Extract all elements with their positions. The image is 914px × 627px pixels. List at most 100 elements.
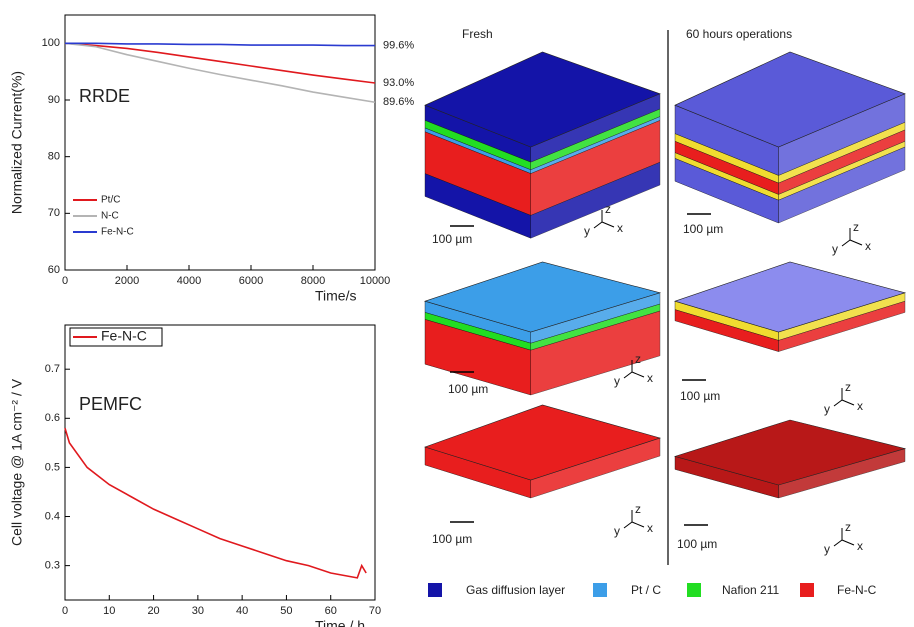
y-tick-label: 0.3 [45, 560, 60, 572]
axis-letter: z [853, 220, 859, 234]
column-title: Fresh [462, 27, 493, 41]
axis-arrow [623, 521, 633, 529]
y-axis-label: Cell voltage @ 1A cm⁻² / V [9, 378, 25, 546]
x-tick-label: 6000 [239, 275, 263, 287]
axis-arrow [631, 521, 645, 528]
y-axis-label: Normalized Current(%) [9, 71, 25, 214]
legend-label: Fe-N-C [101, 328, 147, 344]
scale-bar-label: 100 µm [448, 382, 488, 396]
axis-arrow [833, 399, 843, 407]
scale-bar-label: 100 µm [677, 537, 717, 551]
axis-letter: y [824, 402, 830, 416]
axis-letter: y [824, 542, 830, 556]
x-tick-label: 10000 [360, 275, 391, 287]
axis-letter: x [857, 399, 863, 413]
axis-arrow [841, 399, 855, 406]
axis-letter: x [865, 239, 871, 253]
x-tick-label: 30 [192, 605, 204, 617]
axis-letter: y [614, 524, 620, 538]
end-label: 89.6% [383, 96, 414, 108]
axis-letter: z [845, 520, 851, 534]
scale-bar-label: 100 µm [680, 389, 720, 403]
x-tick-label: 8000 [301, 275, 325, 287]
x-tick-label: 70 [369, 605, 381, 617]
legend-label: Gas diffusion layer [466, 583, 565, 597]
axis-letter: y [614, 374, 620, 388]
axis-letter: y [832, 242, 838, 256]
axis-letter: z [605, 202, 611, 216]
x-tick-label: 0 [62, 275, 68, 287]
legend-swatch [593, 583, 607, 597]
legend-swatch [800, 583, 814, 597]
render-layer [778, 146, 906, 224]
x-tick-label: 10 [103, 605, 115, 617]
y-tick-label: 100 [42, 37, 60, 49]
series-line [64, 42, 376, 104]
x-axis-label: Time / h [315, 618, 365, 627]
y-tick-label: 90 [48, 94, 60, 106]
scale-bar-label: 100 µm [432, 532, 472, 546]
scale-bar-label: 100 µm [432, 232, 472, 246]
axis-arrow [593, 221, 603, 229]
axis-arrow [601, 221, 615, 228]
axis-letter: y [584, 224, 590, 238]
render-top [674, 261, 907, 333]
x-tick-label: 20 [147, 605, 159, 617]
render-top [423, 261, 662, 333]
plot-frame [64, 14, 376, 271]
legend-label: Pt / C [631, 583, 661, 597]
x-tick-label: 0 [62, 605, 68, 617]
axis-letter: x [647, 521, 653, 535]
x-tick-label: 4000 [177, 275, 201, 287]
end-label: 93.0% [383, 77, 414, 89]
legend-swatch [687, 583, 701, 597]
axis-letter: x [617, 221, 623, 235]
axis-arrow [631, 371, 645, 378]
series-line [64, 427, 367, 579]
y-tick-label: 0.4 [45, 510, 60, 522]
render-top [424, 51, 661, 148]
plot-frame [64, 324, 376, 601]
scale-bar-label: 100 µm [683, 222, 723, 236]
inset-label: RRDE [79, 86, 130, 106]
axis-letter: x [857, 539, 863, 553]
legend-label: Fe-N-C [837, 583, 877, 597]
legend-label: N-C [101, 211, 119, 222]
x-tick-label: 2000 [115, 275, 139, 287]
end-label: 99.6% [383, 40, 414, 52]
x-axis-label: Time/s [315, 288, 356, 304]
y-tick-label: 0.6 [45, 412, 60, 424]
axis-letter: x [647, 371, 653, 385]
x-tick-label: 60 [325, 605, 337, 617]
axis-arrow [841, 239, 851, 247]
y-tick-label: 70 [48, 207, 60, 219]
y-tick-label: 0.5 [45, 461, 60, 473]
axis-arrow [849, 239, 863, 246]
axis-letter: z [635, 352, 641, 366]
axis-arrow [623, 371, 633, 379]
axis-arrow [841, 539, 855, 546]
series-line [65, 42, 375, 47]
legend-label: Nafion 211 [722, 583, 779, 597]
x-tick-label: 50 [280, 605, 292, 617]
legend-label: Pt/C [101, 195, 120, 206]
y-tick-label: 60 [48, 264, 60, 276]
render-top [424, 404, 662, 481]
series-line [64, 42, 376, 84]
render-layer [778, 300, 906, 352]
axis-letter: z [845, 380, 851, 394]
y-tick-label: 0.7 [45, 363, 60, 375]
x-tick-label: 40 [236, 605, 248, 617]
axis-arrow [833, 539, 843, 547]
legend-swatch [428, 583, 442, 597]
render-layer [530, 310, 661, 396]
column-title: 60 hours operations [686, 27, 792, 41]
render-top [674, 51, 906, 148]
render-layer [530, 161, 661, 239]
legend-label: Fe-N-C [101, 227, 134, 238]
y-tick-label: 80 [48, 151, 60, 163]
render-top [673, 419, 907, 486]
legend-box [69, 327, 163, 347]
axis-letter: z [635, 502, 641, 516]
